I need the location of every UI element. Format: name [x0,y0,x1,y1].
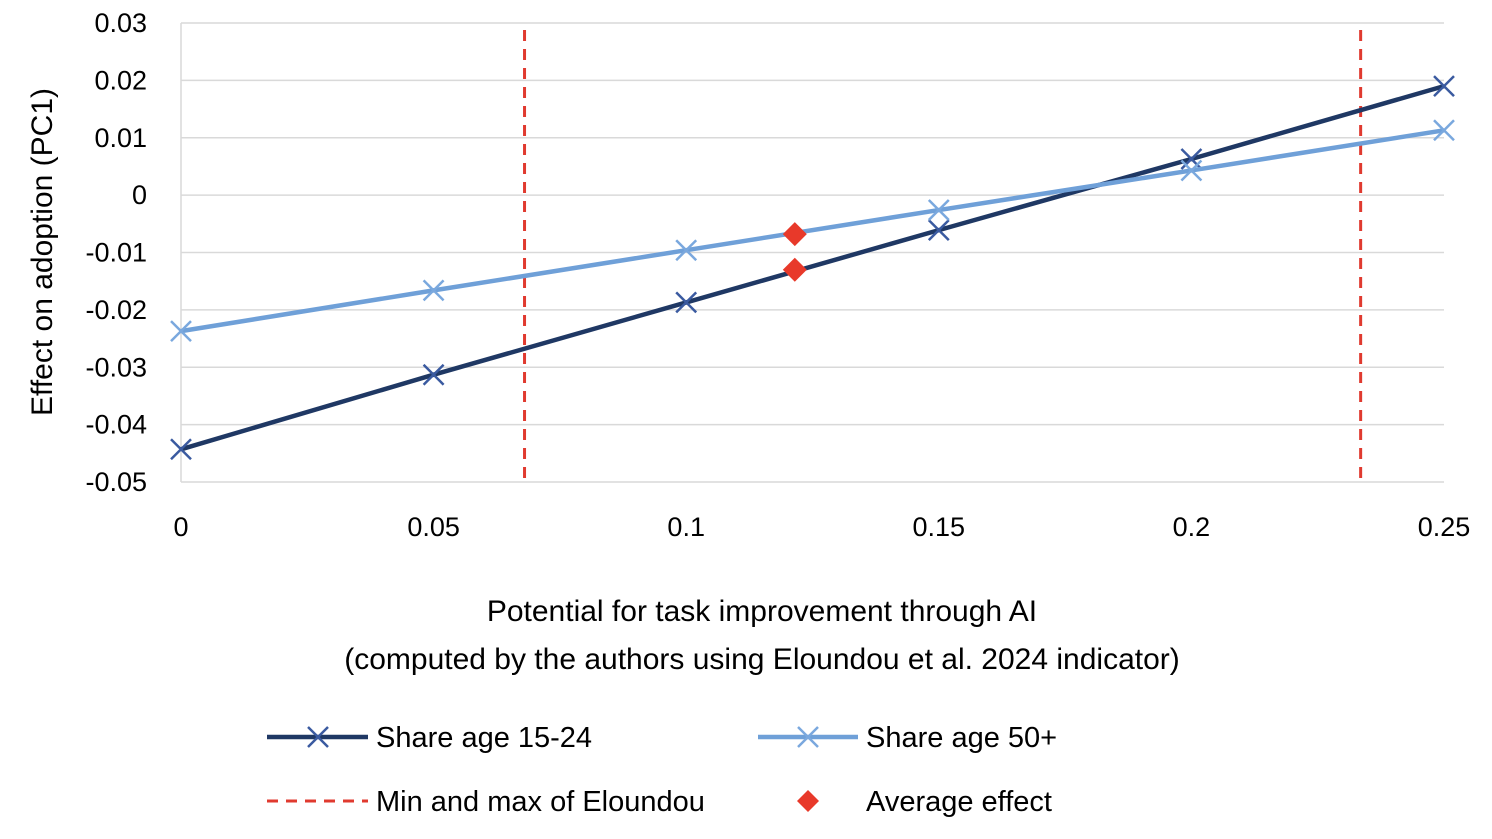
legend-label-share-15-24: Share age 15-24 [376,722,592,754]
y-tick-label: -0.05 [85,467,147,497]
legend: Share age 15-24 Share age 50+ Min and ma… [267,722,1057,818]
y-tick-label: -0.04 [85,410,147,440]
data-point [675,239,698,262]
legend-item-min-max: Min and max of Eloundou [267,786,705,818]
y-tick-label: -0.01 [85,238,147,268]
legend-item-share-15-24: Share age 15-24 [267,722,592,754]
y-tick-label: 0 [132,180,147,210]
data-point [422,363,445,386]
x-tick-label: 0 [173,512,188,542]
series-line [180,128,1445,334]
y-tick-label: 0.02 [94,65,147,95]
x-tick-label: 0.25 [1418,512,1471,542]
data-point [422,279,445,302]
series-line [180,83,1445,452]
x-tick-label: 0.15 [913,512,966,542]
legend-marker-share-15-24 [307,726,329,748]
data-point [1180,159,1203,182]
y-axis-label: Effect on adoption (PC1) [26,88,59,416]
legend-item-average-effect: Average effect [797,786,1052,818]
x-axis-label-line2: (computed by the authors using Eloundou … [344,643,1180,676]
x-tick-label: 0.05 [407,512,460,542]
y-tick-labels: 0.03 0.02 0.01 0 -0.01 -0.02 -0.03 -0.04 -0.05 [85,8,147,497]
x-axis-label-line1: Potential for task improvement through A… [487,595,1037,628]
data-point [927,219,950,242]
legend-marker-average-effect [797,790,819,812]
x-tick-label: 0.1 [667,512,705,542]
y-tick-label: -0.02 [85,295,147,325]
data-point [927,199,950,221]
legend-label-min-max: Min and max of Eloundou [376,786,705,818]
y-tick-label: 0.01 [94,123,147,153]
legend-label-share-50plus: Share age 50+ [866,722,1057,754]
data-point [1433,75,1455,97]
legend-item-share-50plus: Share age 50+ [758,722,1057,754]
grid-lines [180,22,1444,483]
x-tick-labels: 0 0.05 0.1 0.15 0.2 0.25 [173,512,1470,542]
series-lines [170,75,1455,461]
data-point [675,291,698,314]
y-tick-label: 0.03 [94,8,147,38]
average-effect-markers [782,222,807,282]
y-tick-label: -0.03 [85,352,147,382]
x-tick-label: 0.2 [1173,512,1211,542]
data-point [1180,148,1203,170]
average-effect-marker [782,257,807,282]
legend-label-average-effect: Average effect [866,786,1052,818]
data-point [170,320,192,342]
data-point [170,438,192,461]
average-effect-marker [782,222,807,247]
legend-marker-share-50plus [797,726,819,748]
data-point [1433,119,1455,142]
